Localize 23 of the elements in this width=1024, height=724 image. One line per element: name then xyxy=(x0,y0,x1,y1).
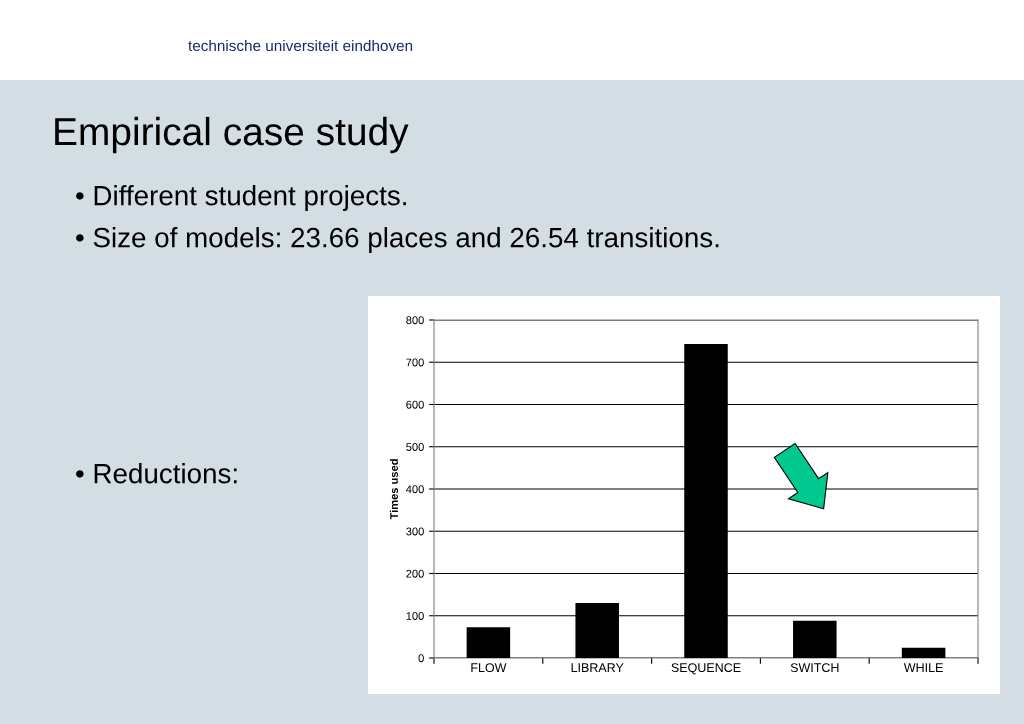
bar xyxy=(793,620,837,658)
x-tick-label: SWITCH xyxy=(790,663,839,673)
y-tick-label: 700 xyxy=(406,358,424,367)
y-tick-label: 0 xyxy=(418,654,424,663)
y-tick-label: 200 xyxy=(406,569,424,578)
text: • Reductions: xyxy=(76,463,237,484)
bar xyxy=(466,627,511,658)
y-tick-label: 300 xyxy=(406,527,424,536)
chart-title: Empirical case study xyxy=(55,116,409,154)
y-tick-label: 600 xyxy=(406,400,424,409)
bar xyxy=(901,647,946,658)
x-tick-label: LIBRARY xyxy=(571,663,624,672)
y-tick-label: 800 xyxy=(406,316,424,325)
text: technische universiteit eindhoven xyxy=(188,39,413,52)
y-tick-label: 500 xyxy=(406,443,424,451)
y-tick-label: 400 xyxy=(406,485,424,494)
text: • Different student projects. xyxy=(76,185,406,211)
x-tick-label: FLOW xyxy=(471,663,507,673)
x-tick-label: SEQUENCE xyxy=(671,663,741,675)
y-axis-title: Times used xyxy=(389,459,398,520)
x-tick-label: WHILE xyxy=(903,663,943,672)
text: • Size of models: 23.66 places and 26.54 transitions. xyxy=(76,227,719,253)
y-tick-label: 100 xyxy=(406,612,424,620)
